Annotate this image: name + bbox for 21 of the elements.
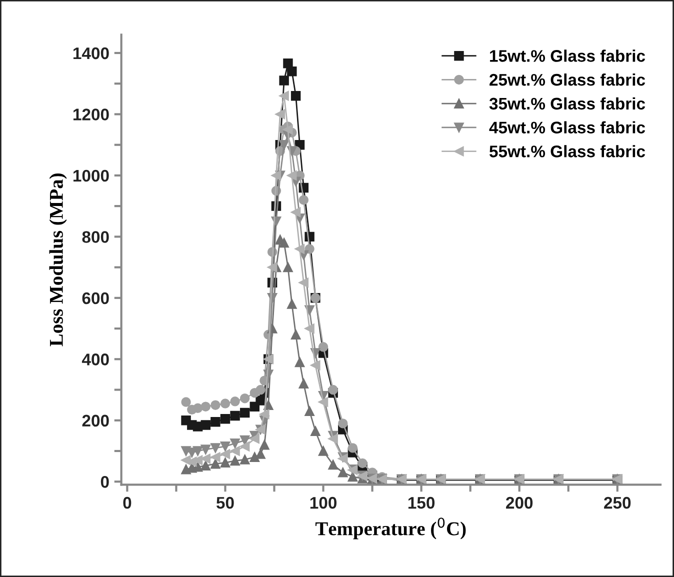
legend-label: 55wt.% Glass fabric	[489, 145, 646, 158]
y-tick-label: 1400	[73, 47, 109, 60]
y-tick-label: 1200	[73, 108, 109, 120]
x-tick-label: 150	[408, 496, 435, 509]
legend-label: 25wt.% Glass fabric	[490, 73, 646, 86]
legend-label: 35wt.% Glass fabric	[489, 97, 646, 110]
y-tick-label: 0	[100, 476, 109, 488]
y-axis-title: Loss Modulus (MPa)	[49, 174, 67, 346]
legend-label: 45wt.% Glass fabric	[489, 121, 646, 134]
y-tick-label: 200	[82, 414, 109, 427]
y-tick-label: 600	[82, 292, 109, 304]
y-tick-label: 400	[82, 354, 109, 366]
x-tick-label: 200	[506, 496, 533, 509]
x-tick-label: 100	[310, 496, 336, 509]
y-tick-label: 1000	[73, 170, 109, 182]
y-tick-label: 800	[82, 231, 109, 243]
x-tick-label: 250	[604, 496, 631, 509]
x-axis-title: Temperature ($^{0}$C)	[315, 518, 466, 540]
legend-label: 15wt.% Glass fabric	[490, 50, 646, 62]
x-tick-label: 0	[123, 496, 132, 509]
x-tick-label: 50	[216, 496, 234, 509]
